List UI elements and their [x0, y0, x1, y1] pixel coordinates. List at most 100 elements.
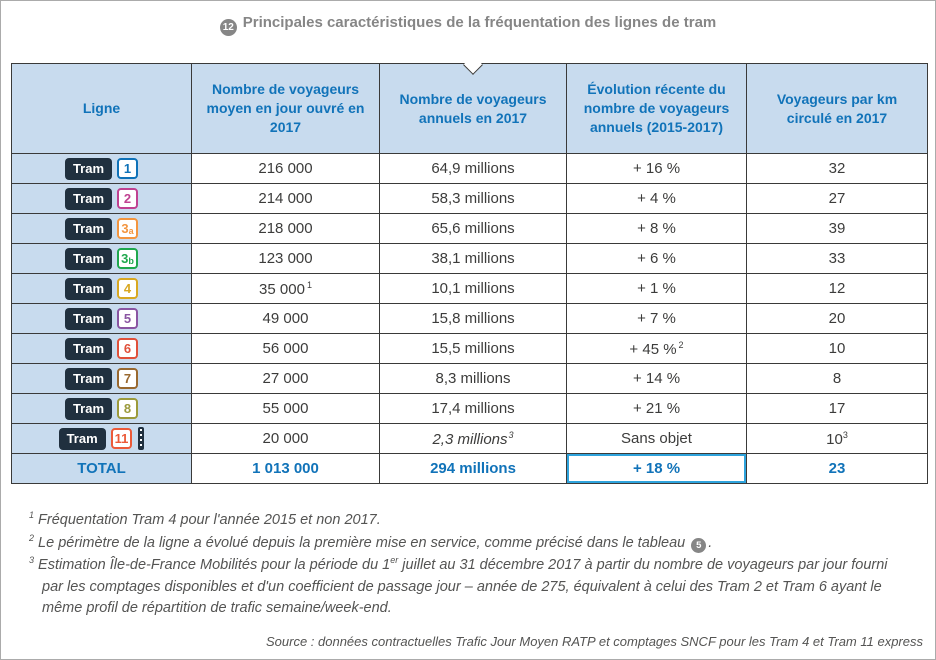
col-header-daily: Nombre de voyageurs moyen en jour ouvré … [191, 63, 380, 154]
tram-4-logo: Tram 4 [64, 277, 139, 300]
evolution-cell: + 21 % [566, 393, 747, 424]
tram-6-logo: Tram 6 [64, 337, 139, 360]
table-row-tram11-express: Tram 11 20 000 2,3 millions3 Sans objet 1… [11, 423, 928, 454]
total-daily-cell: 1 013 000 [191, 453, 380, 484]
table-row-tram8: Tram 8 55 000 17,4 millions + 21 % 17 [11, 393, 928, 424]
figure-title-text: Principales caractéristiques de la fréqu… [242, 14, 717, 31]
daily-cell: 123 000 [191, 243, 380, 274]
line-cell: Tram 11 [11, 423, 192, 454]
daily-cell: 214 000 [191, 183, 380, 214]
evolution-cell: + 16 % [566, 153, 747, 184]
annual-cell: 64,9 millions [379, 153, 567, 184]
per-km-cell: 33 [746, 243, 928, 274]
line-number-badge: 1 [117, 158, 139, 179]
table-5-reference-badge: 5 [691, 538, 707, 554]
total-label-cell: TOTAL [11, 453, 192, 484]
annual-cell: 58,3 millions [379, 183, 567, 214]
per-km-cell: 17 [746, 393, 928, 424]
per-km-cell: 39 [746, 213, 928, 244]
table-row-tram3a: Tram 3 a 218 000 65,6 millions + 8 % 39 [11, 213, 928, 244]
annual-cell: 65,6 millions [379, 213, 567, 244]
line-cell: Tram 3 b [11, 243, 192, 274]
line-cell: Tram 8 [11, 393, 192, 424]
evolution-cell: + 8 % [566, 213, 747, 244]
annual-cell: 15,5 millions [379, 333, 567, 364]
annual-cell: 2,3 millions3 [379, 423, 567, 454]
tram-11-express-logo: Tram 11 [58, 427, 145, 450]
header-row: Ligne Nombre de voyageurs moyen en jour … [11, 55, 928, 154]
line-number-badge: 7 [117, 368, 139, 389]
line-number-badge: 8 [117, 398, 139, 419]
footnote-2: 2 Le périmètre de la ligne a évolué depu… [29, 532, 713, 554]
total-annual-cell: 294 millions [379, 453, 567, 484]
col-header-annual: Nombre de voyageurs annuels en 2017 [379, 55, 567, 154]
daily-cell: 55 000 [191, 393, 380, 424]
line-number-badge: 6 [117, 338, 139, 359]
figure-title: 12 Principales caractéristiques de la fré… [1, 14, 935, 36]
line-number-badge: 4 [117, 278, 139, 299]
daily-cell: 218 000 [191, 213, 380, 244]
line-number-badge: 5 [117, 308, 139, 329]
annual-cell: 10,1 millions [379, 273, 567, 304]
line-cell: Tram 3 a [11, 213, 192, 244]
line-number-badge: 11 [110, 428, 133, 449]
tram-5-logo: Tram 5 [64, 307, 139, 330]
callout-notch-icon [463, 55, 483, 75]
line-cell: Tram 2 [11, 183, 192, 214]
table-row-tram6: Tram 6 56 000 15,5 millions + 45 % 2 10 [11, 333, 928, 364]
line-cell: Tram 1 [11, 153, 192, 184]
express-dotted-bar-icon [138, 427, 145, 450]
per-km-cell: 103 [746, 423, 928, 454]
tram-1-logo: Tram 1 [64, 157, 139, 180]
per-km-cell: 27 [746, 183, 928, 214]
annual-cell: 38,1 millions [379, 243, 567, 274]
evolution-cell: + 7 % [566, 303, 747, 334]
line-cell: Tram 4 [11, 273, 192, 304]
col-header-evolution: Évolution récente du nombre de voyageurs… [566, 63, 747, 154]
evolution-cell: + 14 % [566, 363, 747, 394]
per-km-cell: 12 [746, 273, 928, 304]
evolution-cell: + 45 % 2 [566, 333, 747, 364]
table-row-tram5: Tram 5 49 000 15,8 millions + 7 % 20 [11, 303, 928, 334]
footnote-1: 1 Fréquentation Tram 4 pour l'année 2015… [29, 510, 381, 528]
line-number-badge: 2 [117, 188, 139, 209]
line-cell: Tram 5 [11, 303, 192, 334]
table-row-tram1: Tram 1 216 000 64,9 millions + 16 % 32 [11, 153, 928, 184]
tram-3a-logo: Tram 3 a [64, 217, 139, 240]
footnote-3: 3 Estimation Île-de-France Mobilités pou… [29, 555, 888, 617]
daily-cell: 56 000 [191, 333, 380, 364]
evolution-cell: + 4 % [566, 183, 747, 214]
table-row-tram3b: Tram 3 b 123 000 38,1 millions + 6 % 33 [11, 243, 928, 274]
line-cell: Tram 6 [11, 333, 192, 364]
per-km-cell: 32 [746, 153, 928, 184]
tram-3b-logo: Tram 3 b [64, 247, 139, 270]
tram-7-logo: Tram 7 [64, 367, 139, 390]
daily-cell: 35 000 1 [191, 273, 380, 304]
footnotes: 1 Fréquentation Tram 4 pour l'année 2015… [29, 509, 909, 620]
col-header-ligne: Ligne [11, 63, 192, 154]
total-evolution-cell-highlighted: + 18 % [566, 453, 747, 484]
per-km-cell: 20 [746, 303, 928, 334]
daily-cell: 216 000 [191, 153, 380, 184]
evolution-cell: Sans objet [566, 423, 747, 454]
daily-cell: 20 000 [191, 423, 380, 454]
table-row-tram4: Tram 4 35 000 1 10,1 millions + 1 % 12 [11, 273, 928, 304]
tram-8-logo: Tram 8 [64, 397, 139, 420]
per-km-cell: 8 [746, 363, 928, 394]
per-km-cell: 10 [746, 333, 928, 364]
evolution-cell: + 1 % [566, 273, 747, 304]
source-line: Source : données contractuelles Trafic J… [265, 634, 923, 649]
total-per-km-cell: 23 [746, 453, 928, 484]
col-header-per-km: Voyageurs par km circulé en 2017 [746, 63, 928, 154]
annual-cell: 17,4 millions [379, 393, 567, 424]
table-row-tram2: Tram 2 214 000 58,3 millions + 4 % 27 [11, 183, 928, 214]
line-cell: Tram 7 [11, 363, 192, 394]
evolution-cell: + 6 % [566, 243, 747, 274]
annual-cell: 15,8 millions [379, 303, 567, 334]
annual-cell: 8,3 millions [379, 363, 567, 394]
table-row-tram7: Tram 7 27 000 8,3 millions + 14 % 8 [11, 363, 928, 394]
figure-number-badge: 12 [219, 19, 237, 36]
